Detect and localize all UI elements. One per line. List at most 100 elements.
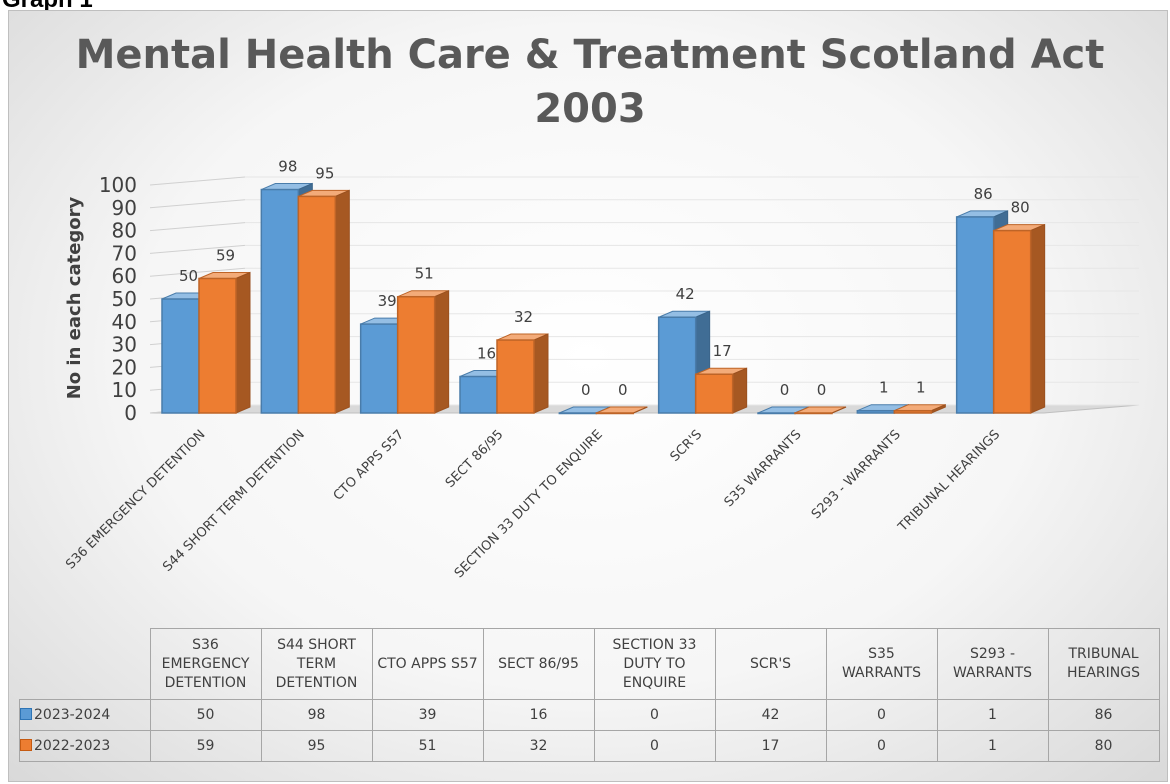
chart-title-line-1: Mental Health Care & Treatment Scotland … bbox=[75, 32, 1105, 78]
legend-entry: 2022-2023 bbox=[19, 730, 151, 762]
y-tick-label: 30 bbox=[112, 333, 137, 357]
bar bbox=[260, 188, 300, 414]
table-header: CTO APPS S57 bbox=[371, 628, 484, 700]
table-header: SCR'S bbox=[714, 628, 827, 700]
table-header-line: ENQUIRE bbox=[622, 674, 687, 691]
chart-title: Mental Health Care & Treatment Scotland … bbox=[0, 28, 1170, 136]
bar-side bbox=[1030, 223, 1046, 414]
data-label: 95 bbox=[315, 164, 334, 182]
x-tick-label: SCR'S bbox=[668, 427, 706, 465]
bar-side bbox=[633, 406, 648, 414]
table-cell: 0 bbox=[825, 699, 938, 731]
table-row: 2023-2024 50 98 39 16 0 42 0 1 86 bbox=[19, 699, 1160, 731]
table-cell: 42 bbox=[714, 699, 827, 731]
data-label: 42 bbox=[676, 285, 695, 303]
bar-side bbox=[334, 189, 350, 414]
table-header: SECTION 33 DUTY TO ENQUIRE bbox=[593, 628, 716, 700]
gridline-side bbox=[149, 244, 246, 254]
table-header-line: WARRANTS bbox=[841, 665, 922, 681]
table-header-line: DUTY TO bbox=[623, 655, 686, 672]
y-tick-label: 100 bbox=[99, 173, 137, 197]
bar bbox=[459, 375, 498, 414]
chart-title-line-2: 2003 bbox=[534, 86, 646, 132]
bar bbox=[359, 323, 399, 414]
bar bbox=[955, 216, 995, 414]
table-cell: 32 bbox=[482, 730, 595, 762]
y-tick-label: 90 bbox=[112, 196, 137, 220]
table-cell: 50 bbox=[149, 699, 262, 731]
x-tick-label: CTO APPS S57 bbox=[331, 427, 407, 503]
table-header: S293 - WARRANTS bbox=[936, 628, 1049, 700]
table-header-line: DETENTION bbox=[275, 674, 358, 691]
x-tick-label: S35 WARRANTS bbox=[722, 427, 805, 510]
data-label: 0 bbox=[780, 381, 790, 399]
table-corner bbox=[19, 628, 151, 700]
table-cell: 16 bbox=[482, 699, 595, 731]
table-header-line: S293 - bbox=[969, 646, 1016, 662]
bar bbox=[496, 339, 535, 414]
table-header: S35 WARRANTS bbox=[825, 628, 938, 700]
table-cell: 0 bbox=[825, 730, 938, 762]
table-header: SECT 86/95 bbox=[482, 628, 595, 700]
gridline-side bbox=[149, 176, 246, 186]
y-tick-label: 80 bbox=[112, 219, 137, 243]
gridline-side bbox=[149, 267, 246, 277]
table-header-line: TRIBUNAL bbox=[1068, 646, 1139, 662]
legend-label: 2022-2023 bbox=[34, 738, 111, 754]
y-tick-label: 70 bbox=[112, 241, 137, 265]
bar bbox=[198, 277, 237, 414]
y-tick-label: 60 bbox=[112, 264, 137, 288]
bar bbox=[396, 295, 436, 414]
table-header-line: EMERGENCY bbox=[161, 655, 250, 672]
bar bbox=[757, 412, 796, 415]
data-label: 80 bbox=[1011, 199, 1030, 217]
table-cell: 95 bbox=[260, 730, 373, 762]
bar bbox=[794, 412, 833, 415]
data-label: 39 bbox=[378, 292, 397, 310]
table-header: TRIBUNAL HEARINGS bbox=[1047, 628, 1160, 700]
table-cell: 80 bbox=[1047, 730, 1160, 762]
table-header-line: SCR'S bbox=[749, 655, 792, 672]
y-tick-label: 10 bbox=[112, 378, 137, 402]
data-label: 86 bbox=[974, 185, 993, 203]
data-label: 1 bbox=[916, 379, 926, 397]
y-tick-label: 50 bbox=[112, 287, 137, 311]
gridline-side bbox=[149, 222, 246, 232]
bar bbox=[595, 412, 635, 415]
table-header-line: CTO APPS S57 bbox=[377, 655, 478, 672]
table-header: S36 EMERGENCY DETENTION bbox=[149, 628, 262, 700]
data-label: 51 bbox=[415, 265, 434, 283]
table-header-line: SECT 86/95 bbox=[498, 655, 579, 672]
table-cell: 0 bbox=[593, 730, 716, 762]
table-cell: 98 bbox=[260, 699, 373, 731]
table-cell: 86 bbox=[1047, 699, 1160, 731]
bar-side bbox=[732, 367, 748, 414]
data-label: 0 bbox=[817, 381, 827, 399]
table-header-line: S36 bbox=[192, 636, 219, 653]
legend-label: 2023-2024 bbox=[34, 707, 111, 723]
bar bbox=[161, 298, 200, 414]
table-header-line: SECTION 33 bbox=[612, 636, 697, 653]
page-heading: Graph 1 bbox=[2, 0, 93, 14]
table-header: S44 SHORT TERM DETENTION bbox=[260, 628, 373, 700]
table-cell: 51 bbox=[371, 730, 484, 762]
legend-entry: 2023-2024 bbox=[19, 699, 151, 731]
data-label: 0 bbox=[618, 381, 628, 399]
y-tick-label: 20 bbox=[112, 355, 137, 379]
bar bbox=[558, 412, 598, 415]
bar bbox=[856, 409, 896, 414]
bar bbox=[297, 195, 337, 414]
y-tick-label: 40 bbox=[112, 310, 137, 334]
data-label: 17 bbox=[713, 342, 732, 360]
table-cell: 59 bbox=[149, 730, 262, 762]
bar bbox=[992, 229, 1032, 414]
x-tick-label: SECT 86/95 bbox=[443, 427, 507, 491]
bar bbox=[893, 409, 933, 414]
bar-side bbox=[533, 333, 549, 414]
table-header-line: S44 SHORT bbox=[277, 636, 356, 653]
table-cell: 39 bbox=[371, 699, 484, 731]
table-row: 2022-2023 59 95 51 32 0 17 0 1 80 bbox=[19, 730, 1160, 762]
data-label: 16 bbox=[477, 345, 496, 363]
bar-side bbox=[831, 406, 847, 414]
